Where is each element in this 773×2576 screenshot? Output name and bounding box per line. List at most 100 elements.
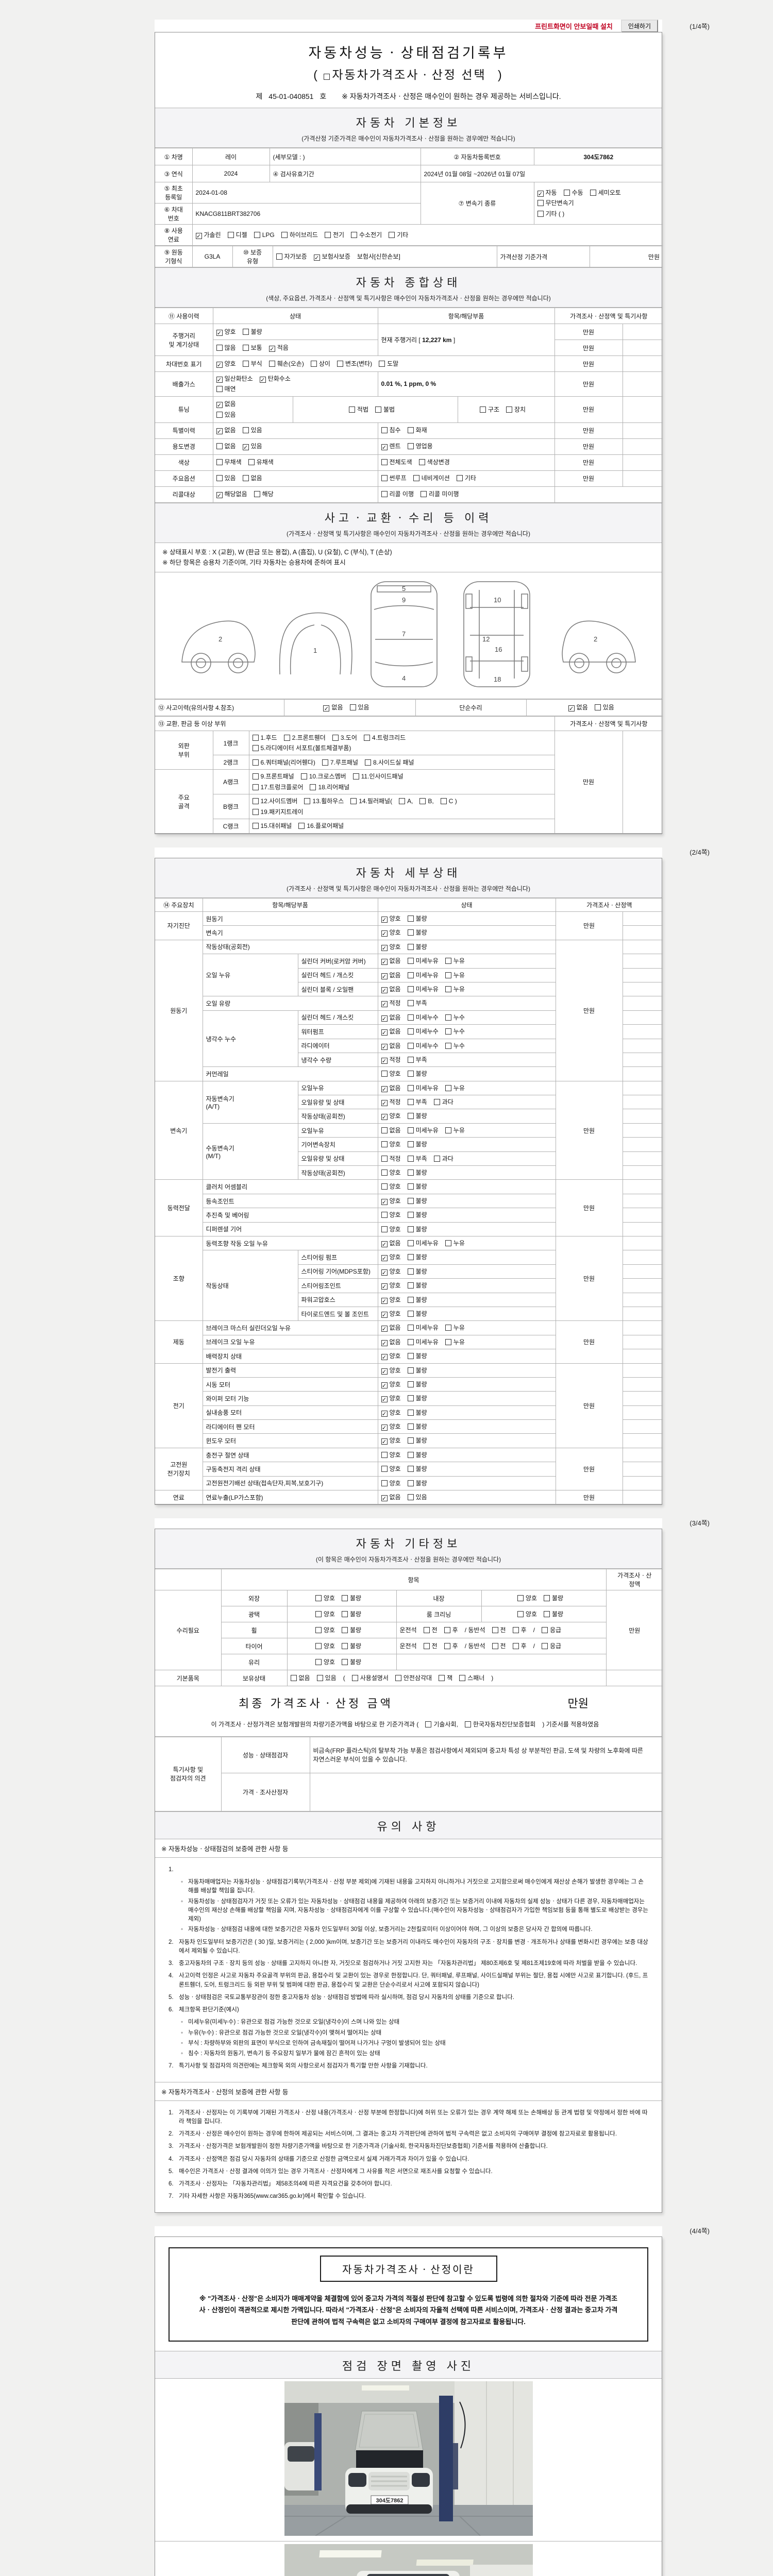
checkbox[interactable] [492,1643,498,1650]
checkbox[interactable] [407,443,414,450]
checkbox[interactable] [332,734,339,741]
checkbox-checked[interactable]: ✓ [216,492,223,499]
checkbox[interactable] [512,1627,519,1634]
checkbox[interactable] [351,231,358,238]
checkbox[interactable] [444,1643,450,1650]
checkbox[interactable] [399,798,406,805]
checkbox[interactable] [407,1141,414,1148]
checkbox[interactable] [440,798,447,805]
checkbox-checked[interactable]: ✓ [381,944,388,952]
checkbox[interactable] [337,360,343,367]
checkbox[interactable] [407,1155,414,1162]
checkbox[interactable] [315,1627,322,1634]
checkbox[interactable] [407,1381,414,1387]
checkbox[interactable] [407,1451,414,1458]
checkbox[interactable] [445,972,451,978]
checkbox[interactable] [407,1014,414,1021]
checkbox[interactable] [407,1099,414,1106]
checkbox[interactable] [381,1127,388,1133]
checkbox[interactable] [419,798,426,805]
checkbox[interactable] [342,1595,348,1602]
checkbox[interactable] [445,958,451,964]
checkbox[interactable] [216,386,223,393]
checkbox[interactable] [407,1254,414,1261]
checkbox-checked[interactable]: ✓ [259,377,266,384]
checkbox[interactable] [459,1675,466,1682]
checkbox[interactable] [342,1659,348,1666]
checkbox[interactable] [316,1675,323,1682]
checkbox[interactable] [324,74,330,80]
checkbox-checked[interactable]: ✓ [323,705,330,712]
checkbox[interactable] [544,1595,550,1602]
checkbox[interactable] [389,231,395,238]
checkbox[interactable] [433,1099,440,1106]
checkbox-checked[interactable]: ✓ [381,1396,388,1403]
checkbox[interactable] [381,1226,388,1232]
checkbox[interactable] [421,491,427,498]
checkbox-checked[interactable]: ✓ [381,1311,388,1318]
checkbox[interactable] [541,1627,548,1634]
checkbox-checked[interactable]: ✓ [242,444,249,451]
checkbox[interactable] [492,1627,498,1634]
checkbox[interactable] [298,823,305,829]
checkbox[interactable] [242,344,249,351]
checkbox[interactable] [407,1353,414,1360]
checkbox[interactable] [315,1595,322,1602]
checkbox[interactable] [464,1721,471,1728]
checkbox[interactable] [544,1611,550,1618]
checkbox[interactable] [381,475,388,482]
checkbox[interactable] [445,986,451,992]
checkbox[interactable] [407,1480,414,1486]
checkbox[interactable] [407,1071,414,1077]
checkbox[interactable] [445,1014,451,1021]
checkbox[interactable] [365,759,371,766]
checkbox[interactable] [407,1395,414,1402]
checkbox-checked[interactable]: ✓ [216,329,223,336]
checkbox[interactable] [407,1310,414,1317]
checkbox[interactable] [407,1042,414,1049]
checkbox[interactable] [381,1071,388,1077]
checkbox-checked[interactable]: ✓ [381,1425,388,1432]
checkbox[interactable] [254,231,260,238]
checkbox[interactable] [268,360,275,367]
checkbox-checked[interactable]: ✓ [381,1410,388,1417]
checkbox-checked[interactable]: ✓ [381,987,388,994]
checkbox[interactable] [242,475,249,482]
checkbox-checked[interactable]: ✓ [381,1001,388,1008]
checkbox[interactable] [216,412,223,418]
checkbox[interactable] [342,1643,348,1650]
checkbox[interactable] [381,1480,388,1486]
checkbox[interactable] [216,459,223,466]
checkbox[interactable] [348,406,355,413]
checkbox[interactable] [537,200,544,207]
checkbox[interactable] [407,958,414,964]
checkbox[interactable] [252,773,259,780]
checkbox-checked[interactable]: ✓ [381,1198,388,1206]
checkbox[interactable] [322,759,328,766]
checkbox-checked[interactable]: ✓ [381,1326,388,1333]
checkbox-checked[interactable]: ✓ [381,1438,388,1446]
checkbox[interactable] [423,1643,430,1650]
checkbox[interactable] [407,1197,414,1204]
checkbox[interactable] [407,1282,414,1289]
checkbox[interactable] [242,328,249,335]
checkbox[interactable] [445,1325,451,1331]
checkbox[interactable] [407,1170,414,1176]
checkbox[interactable] [324,231,331,238]
install-notice-link[interactable]: 프린트화면이 안보일때 설치 [535,22,613,30]
checkbox[interactable] [445,1042,451,1049]
checkbox[interactable] [407,1084,414,1091]
checkbox[interactable] [407,1127,414,1133]
checkbox[interactable] [283,734,290,741]
checkbox[interactable] [248,459,255,466]
checkbox[interactable] [351,1675,358,1682]
checkbox[interactable] [456,475,463,482]
checkbox[interactable] [407,916,414,922]
checkbox[interactable] [281,231,288,238]
checkbox[interactable] [242,360,249,367]
checkbox[interactable] [363,734,370,741]
checkbox-checked[interactable]: ✓ [381,973,388,980]
checkbox[interactable] [315,1643,322,1650]
checkbox-checked[interactable]: ✓ [381,444,388,451]
checkbox[interactable] [407,1423,414,1430]
